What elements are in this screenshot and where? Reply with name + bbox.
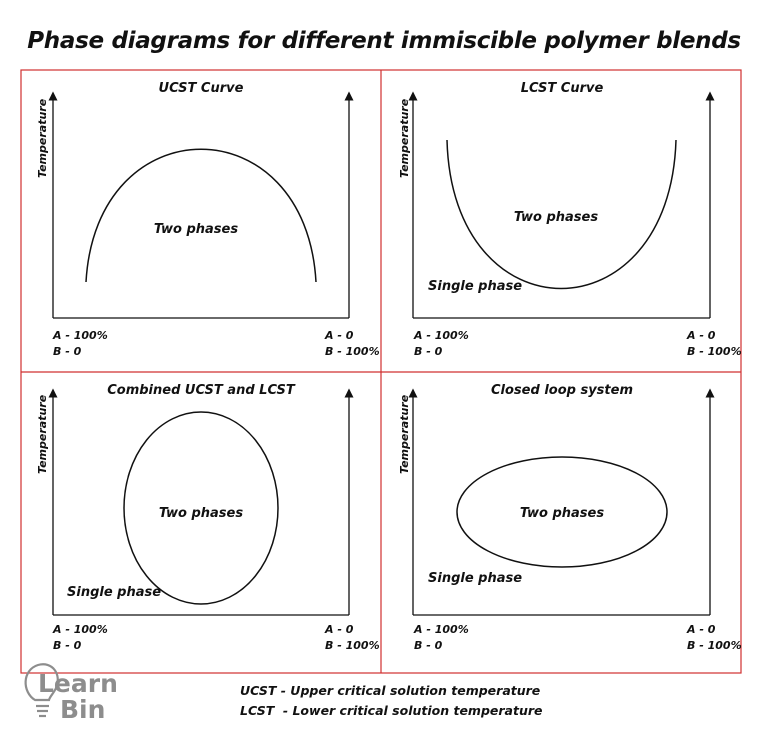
x-right-label-b: B - 100%: [687, 639, 742, 652]
x-right-label-a: A - 0: [686, 329, 716, 342]
logo-text-line2: Bin: [60, 695, 105, 724]
legend-lcst: LCST - Lower critical solution temperatu…: [240, 703, 543, 718]
region-label-two-phases: Two phases: [159, 506, 243, 521]
panel-title: Closed loop system: [491, 383, 633, 398]
y-axis-label: Temperature: [398, 98, 411, 178]
x-right-label-b: B - 100%: [687, 345, 742, 358]
panel-lcst: LCST Curve Temperature Two phases Single…: [398, 81, 742, 358]
x-left-label-b: B - 0: [53, 639, 82, 652]
closed-curve: [123, 411, 279, 605]
ucst-curve: [85, 148, 317, 283]
region-label-single-phase: Single phase: [428, 279, 522, 294]
x-right-label-b: B - 100%: [325, 639, 380, 652]
page-title: Phase diagrams for different immiscible …: [27, 28, 741, 54]
panel-title: UCST Curve: [159, 81, 244, 96]
closed-loop-curve: [456, 456, 668, 568]
x-left-label-a: A - 100%: [52, 623, 108, 636]
x-right-label-a: A - 0: [324, 623, 354, 636]
lightbulb-icon: [24, 663, 59, 718]
legend-ucst: UCST - Upper critical solution temperatu…: [240, 683, 541, 698]
x-left-label-b: B - 0: [414, 345, 443, 358]
x-left-label-b: B - 0: [53, 345, 82, 358]
x-left-label-a: A - 100%: [52, 329, 108, 342]
panel-closed-loop: Closed loop system Temperature Two phase…: [398, 383, 742, 652]
region-label-two-phases: Two phases: [520, 506, 604, 521]
x-left-label-a: A - 100%: [413, 329, 469, 342]
y-axis-label: Temperature: [36, 394, 49, 474]
lcst-curve: [446, 139, 677, 290]
x-left-label-b: B - 0: [414, 639, 443, 652]
x-right-label-a: A - 0: [324, 329, 354, 342]
panel-grid: [20, 69, 742, 674]
logo-text-line1: Learn: [38, 669, 118, 698]
region-label-two-phases: Two phases: [154, 222, 238, 237]
panel-combined: Combined UCST and LCST Temperature Two p…: [36, 383, 380, 652]
abbreviation-legend: UCST - Upper critical solution temperatu…: [240, 681, 543, 721]
region-label-single-phase: Single phase: [428, 571, 522, 586]
region-label-single-phase: Single phase: [67, 585, 161, 600]
panel-title: Combined UCST and LCST: [107, 383, 296, 398]
panel-title: LCST Curve: [521, 81, 604, 96]
y-axis-label: Temperature: [36, 98, 49, 178]
panel-ucst: UCST Curve Temperature Two phases A - 10…: [36, 81, 380, 358]
region-label-two-phases: Two phases: [514, 210, 598, 225]
x-right-label-b: B - 100%: [325, 345, 380, 358]
x-right-label-a: A - 0: [686, 623, 716, 636]
learnbin-logo: Learn Bin: [24, 663, 118, 724]
y-axis-label: Temperature: [398, 394, 411, 474]
x-left-label-a: A - 100%: [413, 623, 469, 636]
